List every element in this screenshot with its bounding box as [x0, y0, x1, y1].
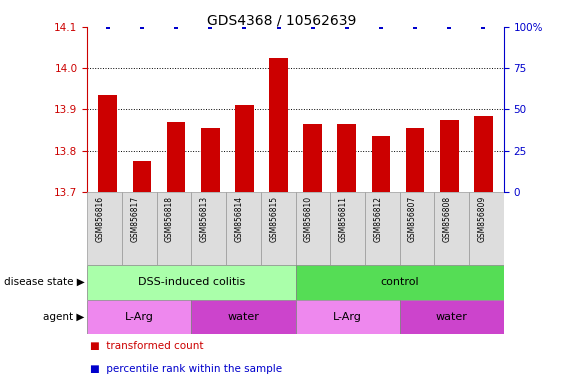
- Bar: [400, 300, 504, 334]
- Bar: [157, 192, 191, 265]
- Point: [479, 24, 488, 30]
- Bar: [122, 192, 157, 265]
- Text: GSM856812: GSM856812: [373, 196, 382, 242]
- Text: disease state ▶: disease state ▶: [4, 277, 84, 287]
- Text: GSM856818: GSM856818: [165, 196, 174, 242]
- Bar: [440, 120, 459, 192]
- Bar: [337, 124, 356, 192]
- Point: [172, 24, 181, 30]
- Text: ■  transformed count: ■ transformed count: [90, 341, 204, 351]
- Text: GSM856814: GSM856814: [235, 196, 243, 242]
- Text: GSM856816: GSM856816: [96, 196, 105, 242]
- Text: GSM856808: GSM856808: [443, 196, 452, 242]
- Point: [445, 24, 454, 30]
- Bar: [474, 116, 493, 192]
- Text: DSS-induced colitis: DSS-induced colitis: [138, 277, 245, 287]
- Text: ■  percentile rank within the sample: ■ percentile rank within the sample: [90, 364, 282, 374]
- Bar: [99, 95, 117, 192]
- Bar: [365, 192, 400, 265]
- Text: GSM856817: GSM856817: [131, 196, 140, 242]
- Point: [137, 24, 146, 30]
- Bar: [269, 58, 288, 192]
- Bar: [201, 128, 220, 192]
- Point: [308, 24, 317, 30]
- Bar: [296, 300, 400, 334]
- Point: [274, 24, 283, 30]
- Point: [410, 24, 419, 30]
- Bar: [261, 192, 296, 265]
- Bar: [296, 265, 504, 300]
- Text: GSM856807: GSM856807: [408, 196, 417, 242]
- Bar: [132, 161, 151, 192]
- Bar: [372, 136, 390, 192]
- Bar: [235, 105, 254, 192]
- Bar: [406, 128, 425, 192]
- Text: GSM856809: GSM856809: [477, 196, 486, 242]
- Point: [342, 24, 351, 30]
- Text: GSM856815: GSM856815: [269, 196, 278, 242]
- Text: agent ▶: agent ▶: [43, 312, 84, 322]
- Point: [240, 24, 249, 30]
- Bar: [87, 300, 191, 334]
- Point: [205, 24, 215, 30]
- Bar: [330, 192, 365, 265]
- Bar: [87, 265, 296, 300]
- Bar: [191, 192, 226, 265]
- Bar: [296, 192, 330, 265]
- Bar: [435, 192, 469, 265]
- Text: GSM856813: GSM856813: [200, 196, 209, 242]
- Point: [377, 24, 386, 30]
- Bar: [167, 122, 185, 192]
- Bar: [191, 300, 296, 334]
- Text: L-Arg: L-Arg: [125, 312, 154, 322]
- Bar: [469, 192, 504, 265]
- Bar: [226, 192, 261, 265]
- Bar: [303, 124, 322, 192]
- Text: GDS4368 / 10562639: GDS4368 / 10562639: [207, 13, 356, 27]
- Text: GSM856810: GSM856810: [304, 196, 313, 242]
- Text: GSM856811: GSM856811: [339, 196, 348, 242]
- Point: [103, 24, 112, 30]
- Bar: [400, 192, 435, 265]
- Text: L-Arg: L-Arg: [333, 312, 362, 322]
- Text: water: water: [227, 312, 260, 322]
- Text: water: water: [436, 312, 468, 322]
- Text: control: control: [381, 277, 419, 287]
- Bar: [87, 192, 122, 265]
